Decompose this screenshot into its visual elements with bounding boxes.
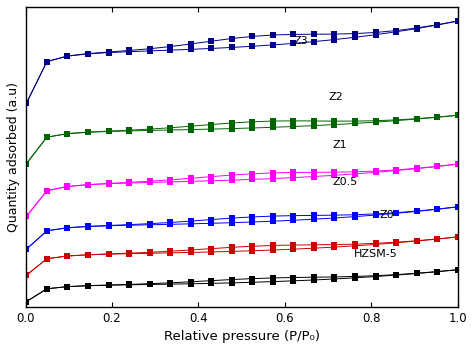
Text: Z2: Z2 (328, 92, 343, 102)
X-axis label: Relative pressure (P/P₀): Relative pressure (P/P₀) (164, 330, 319, 343)
Text: HZSM-5: HZSM-5 (354, 249, 398, 259)
Text: Z1: Z1 (332, 140, 347, 150)
Y-axis label: Quantity adsorbed (a.u): Quantity adsorbed (a.u) (7, 82, 20, 232)
Text: Z0.5: Z0.5 (332, 177, 358, 187)
Text: Z3: Z3 (293, 36, 308, 47)
Text: Z0: Z0 (380, 210, 394, 220)
